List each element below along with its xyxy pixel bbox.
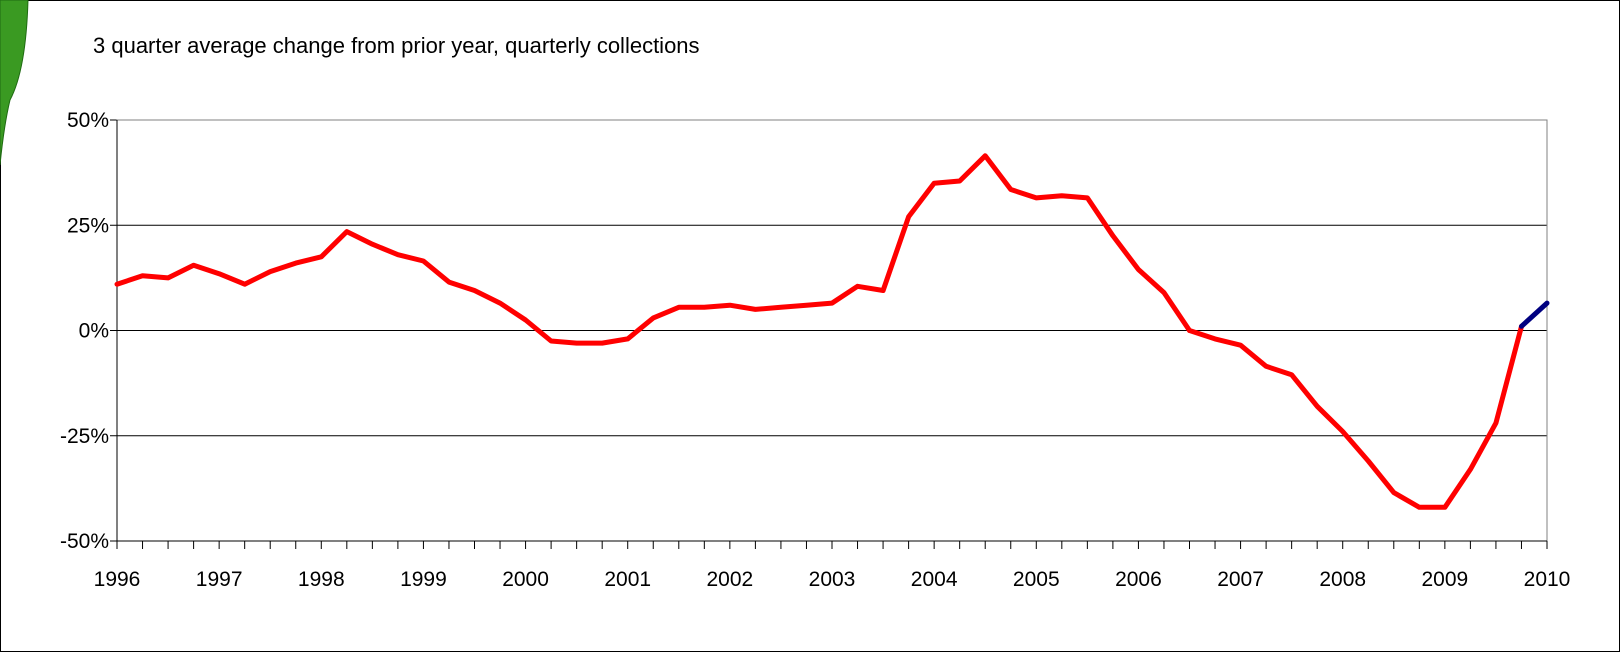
data-point bbox=[602, 343, 603, 344]
data-point bbox=[168, 277, 169, 278]
data-point bbox=[346, 231, 347, 232]
data-point bbox=[321, 256, 322, 257]
data-point bbox=[1317, 406, 1318, 407]
data-point bbox=[1036, 197, 1037, 198]
data-point bbox=[1163, 292, 1164, 293]
data-point bbox=[576, 343, 577, 344]
x-tick-label: 2005 bbox=[1013, 568, 1060, 591]
data-point bbox=[500, 303, 501, 304]
data-point bbox=[372, 244, 373, 245]
series-line-0 bbox=[114, 153, 1192, 346]
data-point bbox=[1419, 507, 1420, 508]
data-point bbox=[1138, 269, 1139, 270]
data-point bbox=[270, 271, 271, 272]
data-point bbox=[474, 290, 475, 291]
x-tick-label: 2002 bbox=[706, 568, 753, 591]
data-point bbox=[1342, 431, 1343, 432]
data-point bbox=[1444, 507, 1445, 508]
data-point bbox=[1189, 330, 1190, 331]
data-point bbox=[117, 284, 118, 285]
x-tick-label: 2000 bbox=[502, 568, 549, 591]
data-point bbox=[1470, 469, 1471, 470]
x-tick-label: 2001 bbox=[604, 568, 651, 591]
chart-title: 3 quarter average change from prior year… bbox=[93, 33, 700, 58]
data-point bbox=[653, 317, 654, 318]
series-line-1 bbox=[1187, 323, 1524, 510]
data-point bbox=[193, 265, 194, 266]
x-tick-label: 2003 bbox=[809, 568, 856, 591]
y-tick-label: -25% bbox=[60, 425, 109, 448]
data-point bbox=[704, 307, 705, 308]
data-point bbox=[551, 341, 552, 342]
data-point bbox=[1087, 197, 1088, 198]
data-point bbox=[627, 338, 628, 339]
x-tick-label: 1998 bbox=[298, 568, 345, 591]
data-point bbox=[985, 155, 986, 156]
data-point bbox=[755, 309, 756, 310]
data-point bbox=[908, 216, 909, 217]
data-point bbox=[883, 290, 884, 291]
data-point bbox=[1266, 366, 1267, 367]
x-tick-label: 2006 bbox=[1115, 568, 1162, 591]
y-tick-label: 0% bbox=[79, 320, 109, 343]
y-tick-labels: 50% 25% 0% -25% -50% bbox=[60, 109, 109, 553]
data-point bbox=[448, 282, 449, 283]
data-point bbox=[423, 261, 424, 262]
grid-lines bbox=[117, 119, 1547, 542]
axes bbox=[110, 119, 1548, 549]
x-tick-label: 1997 bbox=[196, 568, 243, 591]
data-point bbox=[1393, 492, 1394, 493]
data-point bbox=[219, 273, 220, 274]
x-tick-label: 2007 bbox=[1217, 568, 1264, 591]
data-point bbox=[934, 183, 935, 184]
green-accent-tab bbox=[0, 0, 29, 166]
x-tick-label: 2004 bbox=[911, 568, 958, 591]
data-point bbox=[525, 319, 526, 320]
data-point bbox=[1215, 338, 1216, 339]
data-point bbox=[678, 307, 679, 308]
x-tick-label: 1999 bbox=[400, 568, 447, 591]
x-tick-label: 2008 bbox=[1319, 568, 1366, 591]
data-point bbox=[959, 181, 960, 182]
y-tick-label: -50% bbox=[60, 530, 109, 553]
data-point bbox=[1495, 423, 1496, 424]
series-lines bbox=[114, 153, 1550, 510]
data-point bbox=[1010, 189, 1011, 190]
y-tick-label: 25% bbox=[67, 214, 109, 237]
y-tick-label: 50% bbox=[67, 109, 109, 132]
x-tick-label: 2010 bbox=[1524, 568, 1571, 591]
data-point bbox=[1240, 345, 1241, 346]
data-point bbox=[857, 286, 858, 287]
data-point bbox=[397, 254, 398, 255]
x-tick-labels: 1996 1997 1998 1999 2000 2001 2002 2003 2004 2005… bbox=[94, 568, 1571, 591]
data-point bbox=[1368, 461, 1369, 462]
data-point bbox=[1521, 326, 1522, 327]
data-point bbox=[729, 305, 730, 306]
x-tick-label: 2009 bbox=[1421, 568, 1468, 591]
data-point bbox=[1112, 235, 1113, 236]
data-point bbox=[1061, 195, 1062, 196]
data-point bbox=[142, 275, 143, 276]
data-point bbox=[832, 303, 833, 304]
data-point bbox=[1547, 303, 1548, 304]
x-tick-label: 1996 bbox=[94, 568, 141, 591]
data-point bbox=[1291, 374, 1292, 375]
data-point bbox=[806, 305, 807, 306]
data-point bbox=[244, 284, 245, 285]
series-line-2 bbox=[1519, 300, 1550, 329]
data-point bbox=[780, 307, 781, 308]
data-point bbox=[295, 263, 296, 264]
